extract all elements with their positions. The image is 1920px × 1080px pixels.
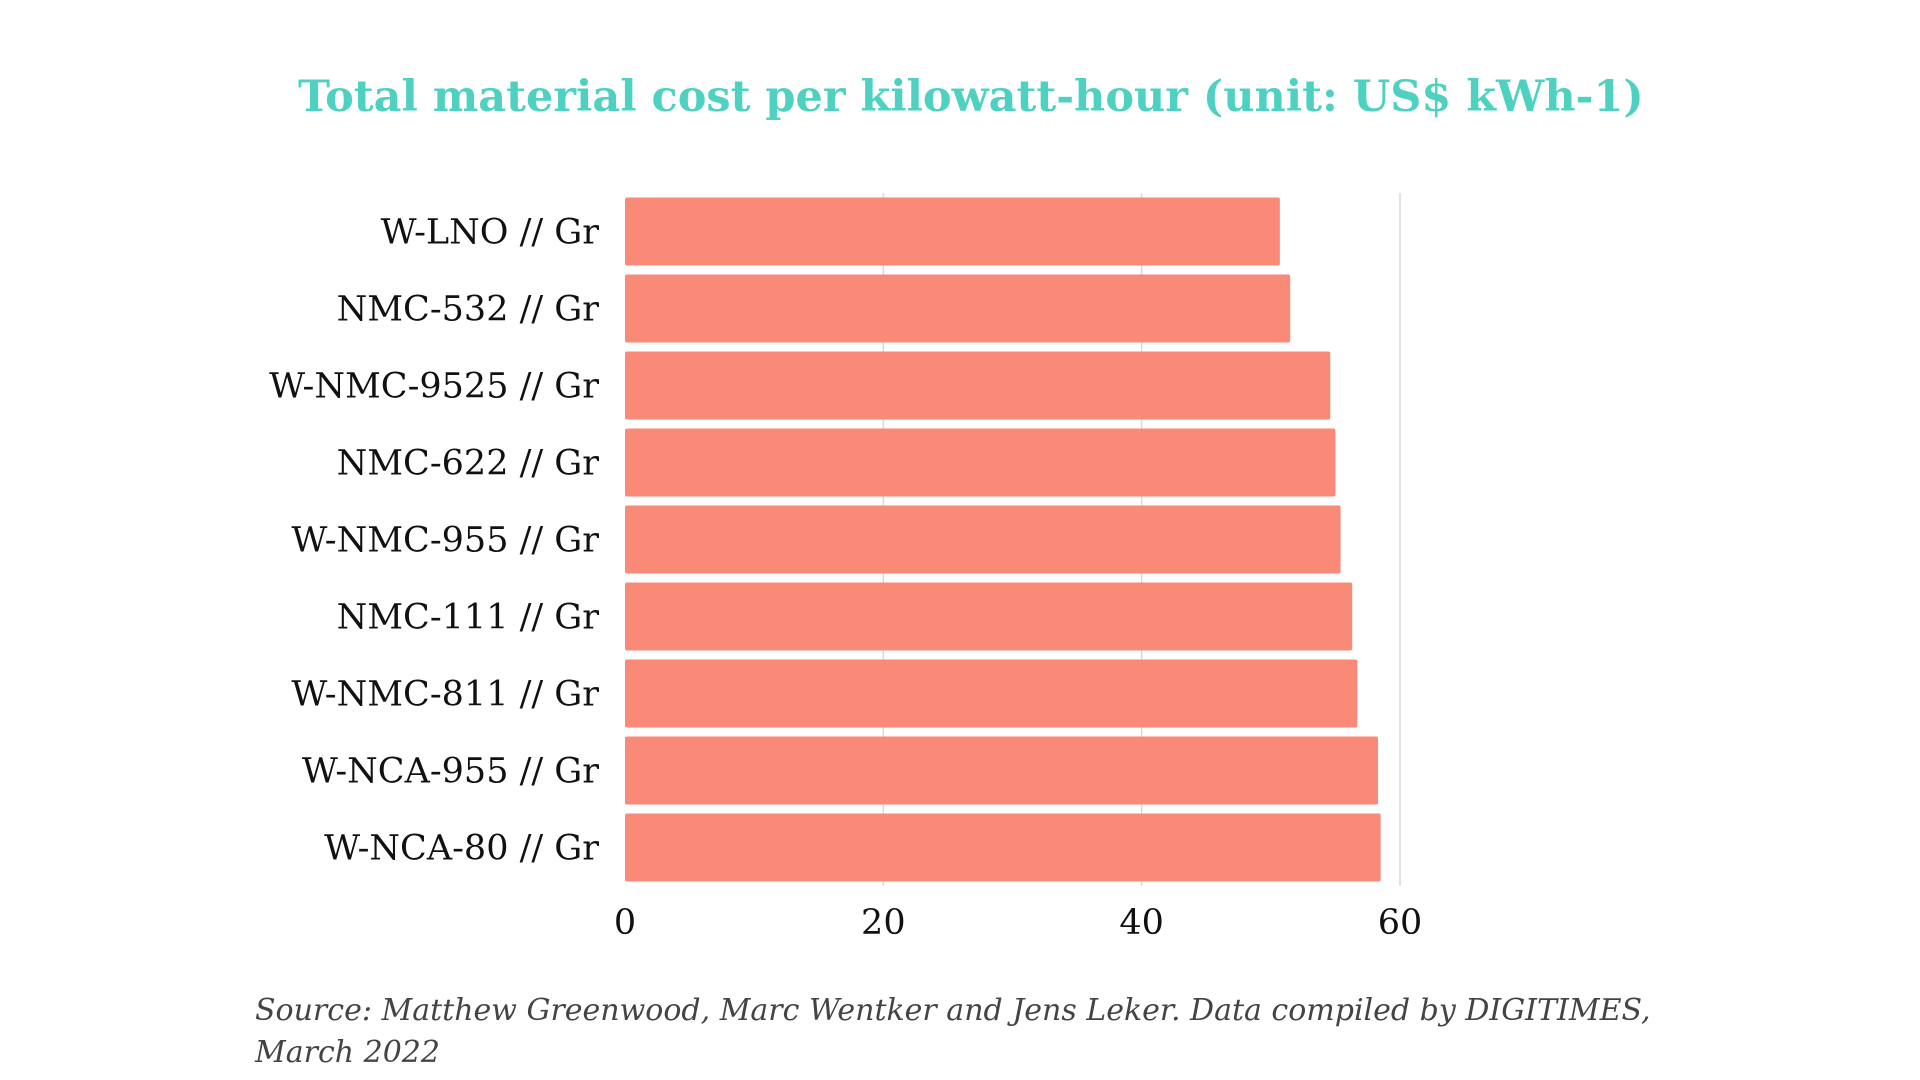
bar <box>625 736 1379 805</box>
category-label: W-NMC-9525 // Gr <box>269 367 599 407</box>
bar <box>625 813 1381 882</box>
bar <box>625 351 1331 420</box>
bar <box>625 428 1336 497</box>
bar <box>625 274 1291 343</box>
category-labels: W-LNO // Gr NMC-532 // Gr W-NMC-9525 // Gr… <box>269 213 599 869</box>
category-label: W-NMC-955 // Gr <box>291 521 599 561</box>
bar <box>625 505 1341 574</box>
bar <box>625 659 1358 728</box>
category-label: W-NCA-955 // Gr <box>302 752 599 792</box>
chart-title: Total material cost per kilowatt-hour (u… <box>298 72 1644 122</box>
bar <box>625 582 1353 651</box>
category-label: W-NMC-811 // Gr <box>291 675 599 715</box>
x-axis-ticks: 0 20 40 60 <box>614 903 1422 943</box>
category-label: NMC-111 // Gr <box>337 598 600 638</box>
bar <box>625 197 1280 266</box>
category-label: NMC-532 // Gr <box>337 290 600 330</box>
category-label: W-LNO // Gr <box>381 213 600 253</box>
x-tick-label: 40 <box>1119 903 1164 943</box>
category-label: W-NCA-80 // Gr <box>324 829 599 869</box>
x-tick-label: 0 <box>614 903 636 943</box>
x-tick-label: 20 <box>861 903 906 943</box>
bars <box>625 197 1381 882</box>
category-label: NMC-622 // Gr <box>337 444 600 484</box>
x-tick-label: 60 <box>1378 903 1423 943</box>
source-note: Source: Matthew Greenwood, Marc Wentker … <box>255 993 1651 1070</box>
